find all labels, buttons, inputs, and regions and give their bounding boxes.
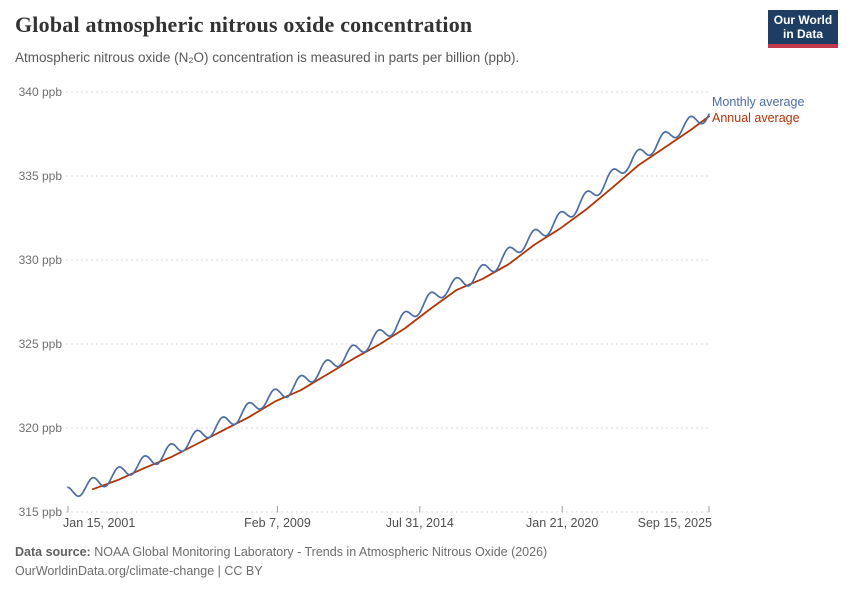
y-tick-label: 315 ppb: [19, 505, 63, 519]
owid-logo: Our World in Data: [768, 10, 838, 48]
x-tick-label: Jul 31, 2014: [386, 516, 454, 530]
legend-monthly-average: Monthly average: [712, 95, 805, 109]
owid-logo-line1: Our World: [773, 13, 833, 27]
data-source-label: Data source:: [15, 545, 91, 559]
y-tick-label: 330 ppb: [19, 253, 63, 267]
monthly-average-line: [67, 113, 710, 498]
data-source-text: NOAA Global Monitoring Laboratory - Tren…: [94, 545, 548, 559]
x-tick-label: Sep 15, 2025: [638, 516, 712, 530]
y-tick-label: 340 ppb: [19, 85, 63, 99]
y-tick-label: 325 ppb: [19, 337, 63, 351]
y-tick-label: 335 ppb: [19, 169, 63, 183]
x-tick-label: Jan 21, 2020: [526, 516, 598, 530]
y-tick-label: 320 ppb: [19, 421, 63, 435]
annual-average-line: [92, 115, 710, 491]
chart-footer: Data source: NOAA Global Monitoring Labo…: [15, 543, 547, 581]
chart-subtitle: Atmospheric nitrous oxide (N₂O) concentr…: [15, 50, 520, 65]
x-tick-label: Jan 15, 2001: [63, 516, 135, 530]
x-tick-label: Feb 7, 2009: [244, 516, 311, 530]
legend-annual-average: Annual average: [712, 111, 800, 125]
footer-link[interactable]: OurWorldinData.org/climate-change | CC B…: [15, 564, 263, 578]
chart-title: Global atmospheric nitrous oxide concent…: [15, 12, 473, 37]
owid-logo-line2: in Data: [782, 27, 823, 41]
data-source-line: Data source: NOAA Global Monitoring Labo…: [15, 543, 547, 562]
